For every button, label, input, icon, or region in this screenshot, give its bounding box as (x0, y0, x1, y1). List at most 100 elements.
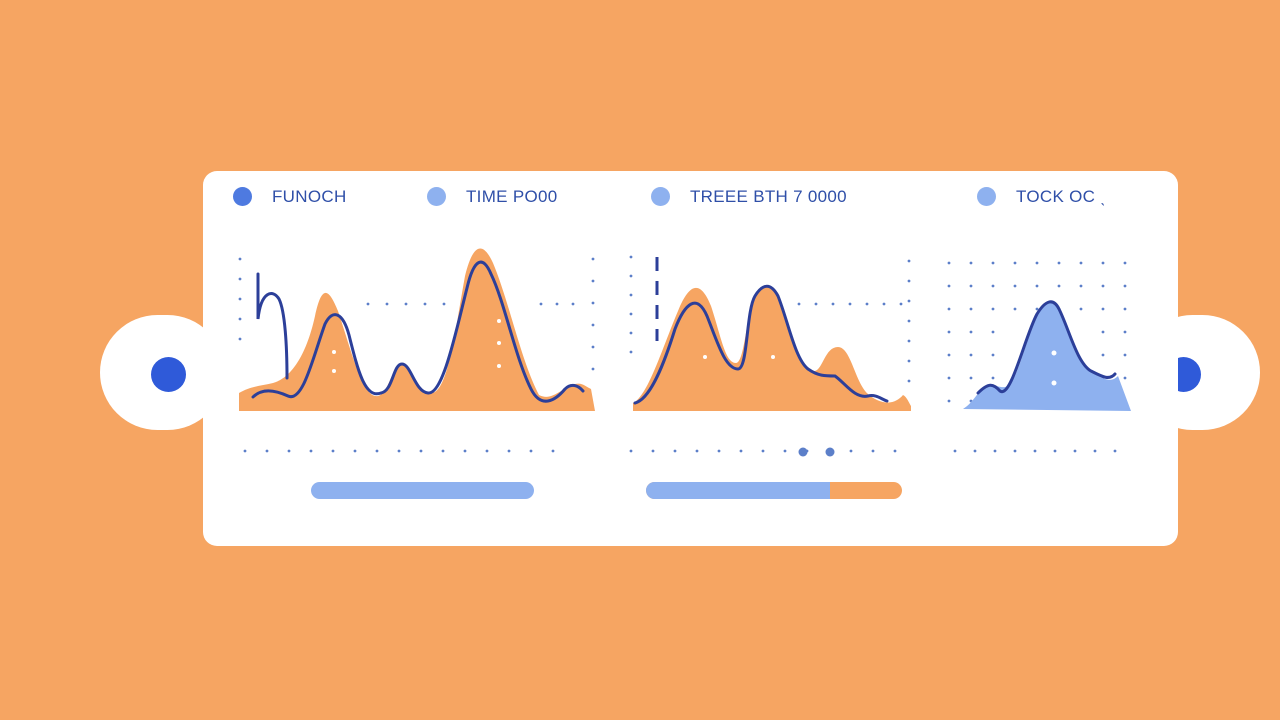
grid-dot (1013, 449, 1017, 453)
grid-dot (1079, 261, 1083, 265)
grid-dot (991, 284, 995, 288)
grid-dot (973, 449, 977, 453)
chart-1-area (239, 248, 595, 411)
grid-dot (485, 449, 489, 453)
grid-dot (907, 379, 911, 383)
grid-dot (695, 449, 699, 453)
grid-dot (1123, 353, 1127, 357)
grid-dot (591, 301, 595, 305)
grid-dot (953, 449, 957, 453)
grid-dot (629, 350, 633, 354)
grid-dot (947, 330, 951, 334)
grid-dot (991, 353, 995, 357)
grid-dot (907, 339, 911, 343)
grid-dot (947, 353, 951, 357)
legend-label-2: TIME PO00 (466, 187, 558, 206)
grid-dot (882, 302, 886, 306)
grid-dot (629, 449, 633, 453)
grid-dot (1033, 449, 1037, 453)
grid-dot (507, 449, 511, 453)
grid-dot (871, 449, 875, 453)
grid-dot (1123, 307, 1127, 311)
grid-dot (947, 307, 951, 311)
chart-1-marker-4 (497, 341, 501, 345)
grid-dot (591, 279, 595, 283)
grid-dot (1093, 449, 1097, 453)
grid-dot (848, 302, 852, 306)
grid-dot (797, 302, 801, 306)
grid-dots (238, 255, 1127, 457)
chart-2 (633, 257, 911, 411)
legend-dot-1 (233, 187, 252, 206)
chart-2-area (633, 286, 911, 411)
grid-dot (947, 284, 951, 288)
grid-dot (551, 449, 555, 453)
grid-dot (969, 353, 973, 357)
grid-dot (907, 319, 911, 323)
grid-dot (404, 302, 408, 306)
grid-dot (238, 297, 242, 301)
chart-3-marker-1 (1051, 350, 1057, 356)
grid-dot (419, 449, 423, 453)
progress-bar-2[interactable] (646, 482, 902, 499)
chart-1-marker-2 (332, 369, 336, 373)
grid-dot (969, 376, 973, 380)
chart-3-marker-2 (1051, 380, 1057, 386)
grid-dot (899, 302, 903, 306)
grid-dot (991, 261, 995, 265)
grid-dot (366, 302, 370, 306)
grid-dot (991, 330, 995, 334)
grid-dot (651, 449, 655, 453)
grid-dot (353, 449, 357, 453)
chart-1-marker-3 (497, 319, 501, 323)
grid-dot (287, 449, 291, 453)
grid-dot (1101, 261, 1105, 265)
grid-dot (1113, 449, 1117, 453)
grid-dot (1079, 284, 1083, 288)
grid-dot (1035, 284, 1039, 288)
grid-dot (969, 261, 973, 265)
grid-dot (238, 277, 242, 281)
grid-dot (814, 302, 818, 306)
legend-label-3: TREEE BTH 7 0000 (690, 187, 847, 206)
grid-dot (539, 302, 543, 306)
chart-1-line (251, 260, 585, 403)
grid-dot (1079, 307, 1083, 311)
grid-dot (907, 299, 911, 303)
chart-2-marker-2 (771, 355, 775, 359)
grid-dot (673, 449, 677, 453)
grid-dot (591, 257, 595, 261)
grid-dot (849, 449, 853, 453)
grid-dot (629, 255, 633, 259)
grid-dot (265, 449, 269, 453)
grid-dot (591, 323, 595, 327)
grid-dot (991, 376, 995, 380)
grid-dot (442, 302, 446, 306)
legend-dot-3 (651, 187, 670, 206)
grid-dot (1123, 376, 1127, 380)
grid-dot (238, 337, 242, 341)
legend-dot-2 (427, 187, 446, 206)
grid-dot (825, 447, 835, 457)
grid-dot (238, 257, 242, 261)
grid-dot (555, 302, 559, 306)
left-knob[interactable] (151, 357, 186, 392)
progress-bar-2-fill (646, 482, 831, 499)
grid-dot (423, 302, 427, 306)
grid-dot (1101, 307, 1105, 311)
grid-dot (969, 330, 973, 334)
legend-dot-4 (977, 187, 996, 206)
grid-dot (463, 449, 467, 453)
grid-dot (243, 449, 247, 453)
grid-dot (991, 307, 995, 311)
grid-dot (1013, 284, 1017, 288)
chart-1-b-line (256, 272, 289, 380)
grid-dot (1123, 284, 1127, 288)
grid-dot (907, 279, 911, 283)
progress-bar-1[interactable] (311, 482, 534, 499)
grid-dot (238, 317, 242, 321)
charts-svg (238, 248, 1131, 457)
grid-dot (331, 449, 335, 453)
chart-2-line (633, 284, 889, 405)
grid-dot (907, 359, 911, 363)
